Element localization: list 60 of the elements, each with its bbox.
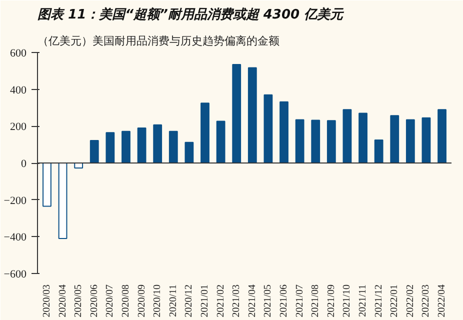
y-tick-label: 600 <box>10 48 27 60</box>
bar <box>326 120 336 164</box>
bar <box>90 140 99 164</box>
y-tick-label: −200 <box>4 194 27 207</box>
bar <box>137 128 146 164</box>
y-tick-label: 0 <box>21 158 27 170</box>
x-tick-label: 2021/02 <box>215 284 226 318</box>
x-tick-label: 2022/01 <box>389 284 400 318</box>
bar <box>406 119 415 164</box>
bar <box>58 162 68 240</box>
x-tick-label: 2021/12 <box>373 284 384 318</box>
bar <box>232 64 242 164</box>
y-tick-label: −600 <box>4 268 27 280</box>
x-tick-label: 2020/04 <box>57 284 68 318</box>
bar <box>295 119 304 164</box>
x-tick-label: 2021/03 <box>231 284 242 318</box>
bar <box>153 124 162 164</box>
bar <box>42 162 52 207</box>
x-tick-label: 2020/08 <box>120 284 132 318</box>
bar <box>122 130 130 164</box>
chart-subtitle: （亿美元）美国耐用品消费与历史趋势偏离的金额 <box>38 34 280 48</box>
x-tick-label: 2020/11 <box>168 284 179 317</box>
x-tick-label: 2021/06 <box>278 284 290 318</box>
chart-title: 图表 11：美国“超额”耐用品消费或超 4300 亿美元 <box>38 6 346 22</box>
bar <box>264 94 273 164</box>
bar <box>248 67 257 164</box>
y-tick-label: 400 <box>10 84 27 96</box>
bar <box>168 130 178 164</box>
x-tick-label: 2021/01 <box>199 284 210 318</box>
x-tick-label: 2020/10 <box>152 284 164 318</box>
x-tick-label: 2020/05 <box>73 284 84 318</box>
x-tick-label: 2021/08 <box>310 284 322 318</box>
x-tick-label: 2021/04 <box>246 284 258 318</box>
bar <box>358 112 368 164</box>
bar <box>438 109 446 164</box>
x-tick-label: 2022/02 <box>404 284 416 318</box>
bar <box>342 109 352 164</box>
x-tick-label: 2022/03 <box>420 284 432 318</box>
x-tick-label: 2021/10 <box>342 284 353 318</box>
bar <box>280 101 288 164</box>
x-tick-label: 2021/07 <box>294 284 306 318</box>
bar <box>200 102 210 164</box>
y-tick-label: −400 <box>4 232 27 244</box>
bar <box>311 120 320 164</box>
bar <box>184 142 194 164</box>
x-tick-label: 2020/03 <box>41 284 52 318</box>
x-tick-label: 2021/09 <box>326 284 337 318</box>
bar <box>390 115 400 164</box>
bar <box>216 120 226 164</box>
x-tick-label: 2021/11 <box>358 284 369 317</box>
x-tick-label: 2020/06 <box>88 284 100 318</box>
x-tick-label: 2020/07 <box>104 284 116 318</box>
bar <box>106 132 115 164</box>
x-tick-label: 2021/05 <box>262 284 274 318</box>
x-tick-label: 2022/04 <box>436 284 448 318</box>
y-tick-label: 200 <box>10 121 27 134</box>
bar <box>374 139 384 164</box>
x-tick-label: 2020/09 <box>136 284 148 318</box>
bar <box>422 117 431 164</box>
x-tick-label: 2020/12 <box>184 284 195 318</box>
